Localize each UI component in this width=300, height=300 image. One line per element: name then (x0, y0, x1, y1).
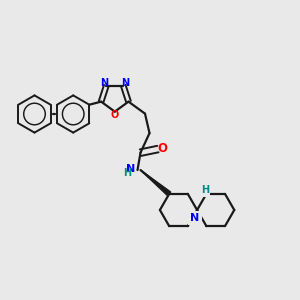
Text: N: N (122, 78, 130, 88)
Text: N: N (100, 78, 108, 88)
Text: O: O (111, 110, 119, 121)
Text: N: N (190, 213, 200, 223)
Text: N: N (126, 164, 136, 174)
Polygon shape (140, 170, 171, 196)
Text: H: H (201, 185, 209, 195)
Text: O: O (157, 142, 167, 154)
Text: H: H (123, 168, 131, 178)
